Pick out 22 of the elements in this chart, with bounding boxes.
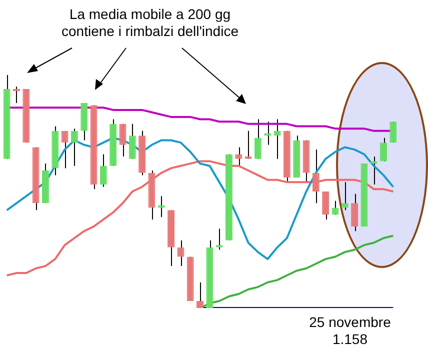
candlestick (235, 146, 242, 166)
candlestick (196, 282, 204, 308)
candlestick (128, 123, 136, 160)
candlestick (177, 240, 184, 267)
text: 25 novembre 1.158 (308, 314, 392, 348)
candlestick (380, 137, 387, 162)
candlestick (351, 193, 358, 232)
candlestick (100, 154, 107, 188)
candlestick (312, 149, 320, 204)
candlestick (341, 182, 348, 211)
candlestick (216, 228, 223, 250)
candlestick (119, 123, 126, 158)
candlestick (244, 130, 252, 160)
candlestick (254, 118, 262, 160)
candlestick (370, 156, 378, 186)
candlestick (158, 196, 165, 218)
candlestick (61, 130, 68, 169)
candlestick (70, 128, 78, 166)
candlestick (322, 191, 330, 220)
candlestick (332, 200, 339, 216)
text: La media mobile a 200 gg contiene i rimbalzi dell'indice (60, 6, 240, 40)
candlestick (13, 86, 20, 104)
